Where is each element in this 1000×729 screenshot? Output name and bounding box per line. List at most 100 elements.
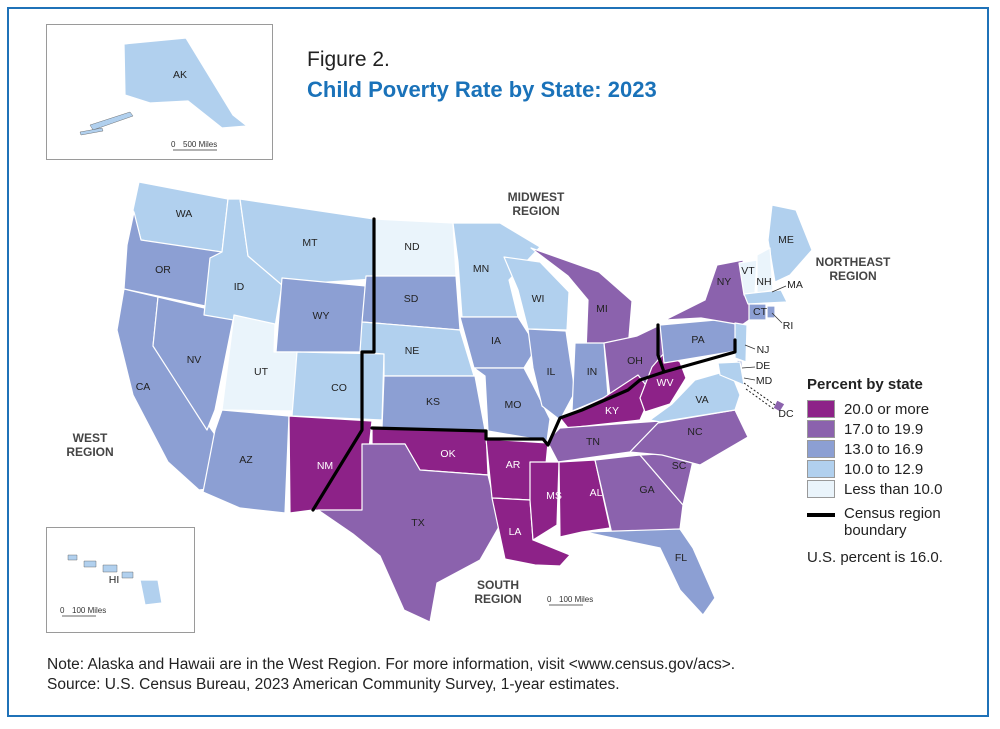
legend-swatch xyxy=(807,460,835,478)
legend-item: Less than 10.0 xyxy=(807,479,982,499)
state-wi xyxy=(503,256,570,331)
svg-text:100 Miles: 100 Miles xyxy=(72,606,106,615)
legend-item: 10.0 to 12.9 xyxy=(807,459,982,479)
state-label-mo: MO xyxy=(505,399,522,411)
state-label-mn: MN xyxy=(473,263,489,275)
legend-label: Less than 10.0 xyxy=(844,480,943,498)
legend: Percent by state 20.0 or more 17.0 to 19.… xyxy=(807,376,982,566)
south-region-label: SOUTH REGION xyxy=(474,578,521,606)
us-percent: U.S. percent is 16.0. xyxy=(807,549,943,566)
legend-boundary: Census region boundary xyxy=(807,505,982,539)
state-label-dc: DC xyxy=(778,408,794,420)
state-label-wi: WI xyxy=(532,293,545,305)
figure-label: Figure 2. xyxy=(307,48,390,71)
state-label-tx: TX xyxy=(411,517,424,529)
state-hi xyxy=(139,579,163,606)
svg-text:0: 0 xyxy=(547,595,552,604)
state-nj xyxy=(734,322,748,363)
legend-item: 20.0 or more xyxy=(807,399,982,419)
state-hi-part-4 xyxy=(121,571,134,579)
legend-swatch xyxy=(807,480,835,498)
state-label-ks: KS xyxy=(426,396,440,408)
state-tx xyxy=(317,443,501,623)
state-label-mi: MI xyxy=(596,303,608,315)
legend-swatch xyxy=(807,400,835,418)
main-scale-bar: 0 100 Miles xyxy=(547,595,593,606)
state-ia xyxy=(459,316,538,369)
state-label-ky: KY xyxy=(605,405,619,417)
state-va xyxy=(649,369,741,423)
state-label-de: DE xyxy=(756,360,771,372)
state-ny xyxy=(664,259,753,326)
state-label-ct: CT xyxy=(753,306,768,318)
state-label-ok: OK xyxy=(440,448,455,460)
alaska-scale-bar: 0 500 Miles xyxy=(171,140,217,151)
state-label-co: CO xyxy=(331,382,347,394)
state-hi-part-1 xyxy=(67,554,78,561)
leader-line-md xyxy=(743,377,756,381)
northeast-region-label: NORTHEAST REGION xyxy=(816,255,891,283)
svg-text:100 Miles: 100 Miles xyxy=(559,595,593,604)
state-label-ga: GA xyxy=(639,484,654,496)
state-mo xyxy=(473,367,551,442)
state-label-va: VA xyxy=(695,394,708,406)
state-label-la: LA xyxy=(509,526,522,538)
state-label-wa: WA xyxy=(176,208,193,220)
leader-line-nj xyxy=(744,344,756,350)
figure-title: Child Poverty Rate by State: 2023 xyxy=(307,77,657,102)
state-ak xyxy=(123,37,248,129)
state-label-nh: NH xyxy=(756,276,771,288)
state-label-ny: NY xyxy=(717,276,732,288)
state-label-sc: SC xyxy=(672,460,687,472)
leader-line-de xyxy=(741,366,756,369)
state-ga xyxy=(594,454,684,535)
legend-title: Percent by state xyxy=(807,376,923,393)
state-label-wy: WY xyxy=(313,310,330,322)
state-label-ms: MS xyxy=(546,490,562,502)
legend-item: 13.0 to 16.9 xyxy=(807,439,982,459)
state-label-sd: SD xyxy=(404,293,419,305)
state-label-hi: HI xyxy=(109,574,120,586)
state-label-ut: UT xyxy=(254,366,269,378)
state-me xyxy=(767,204,813,283)
state-hi-part-3 xyxy=(102,564,118,573)
state-fl xyxy=(584,528,716,616)
state-label-ca: CA xyxy=(136,381,151,393)
state-nh xyxy=(756,247,774,294)
state-label-in: IN xyxy=(587,366,598,378)
hawaii-scale-bar: 0 100 Miles xyxy=(60,606,106,617)
legend-swatch xyxy=(807,440,835,458)
state-label-ia: IA xyxy=(491,335,501,347)
state-label-ri: RI xyxy=(783,320,794,332)
state-label-md: MD xyxy=(756,375,773,387)
west-region-label: WEST REGION xyxy=(66,431,113,459)
boundary-label-1: Census region xyxy=(844,505,941,522)
legend-items: 20.0 or more 17.0 to 19.9 13.0 to 16.9 10.0… xyxy=(807,399,982,499)
state-label-ne: NE xyxy=(405,345,420,357)
state-nc xyxy=(629,409,749,466)
northeast-region-boundary xyxy=(662,338,737,374)
state-hi-part-2 xyxy=(83,560,97,568)
hawaii-inset xyxy=(46,527,195,633)
west-region-boundary xyxy=(311,217,376,512)
state-label-ar: AR xyxy=(506,459,521,471)
state-label-nc: NC xyxy=(687,426,703,438)
source-text: Source: U.S. Census Bureau, 2023 America… xyxy=(47,676,620,693)
state-label-nm: NM xyxy=(317,460,333,472)
state-label-id: ID xyxy=(234,281,245,293)
state-label-me: ME xyxy=(778,234,794,246)
state-label-oh: OH xyxy=(627,355,643,367)
state-label-pa: PA xyxy=(691,334,704,346)
state-al xyxy=(558,459,611,538)
state-label-wv: WV xyxy=(657,377,674,389)
leader-line-ma xyxy=(771,285,787,293)
state-label-or: OR xyxy=(155,264,171,276)
state-label-ak: AK xyxy=(173,69,187,81)
state-mn xyxy=(452,222,541,318)
svg-text:0: 0 xyxy=(171,140,176,149)
state-label-nj: NJ xyxy=(757,344,770,356)
state-label-nd: ND xyxy=(404,241,420,253)
svg-text:500 Miles: 500 Miles xyxy=(183,140,217,149)
state-ri xyxy=(766,305,776,319)
